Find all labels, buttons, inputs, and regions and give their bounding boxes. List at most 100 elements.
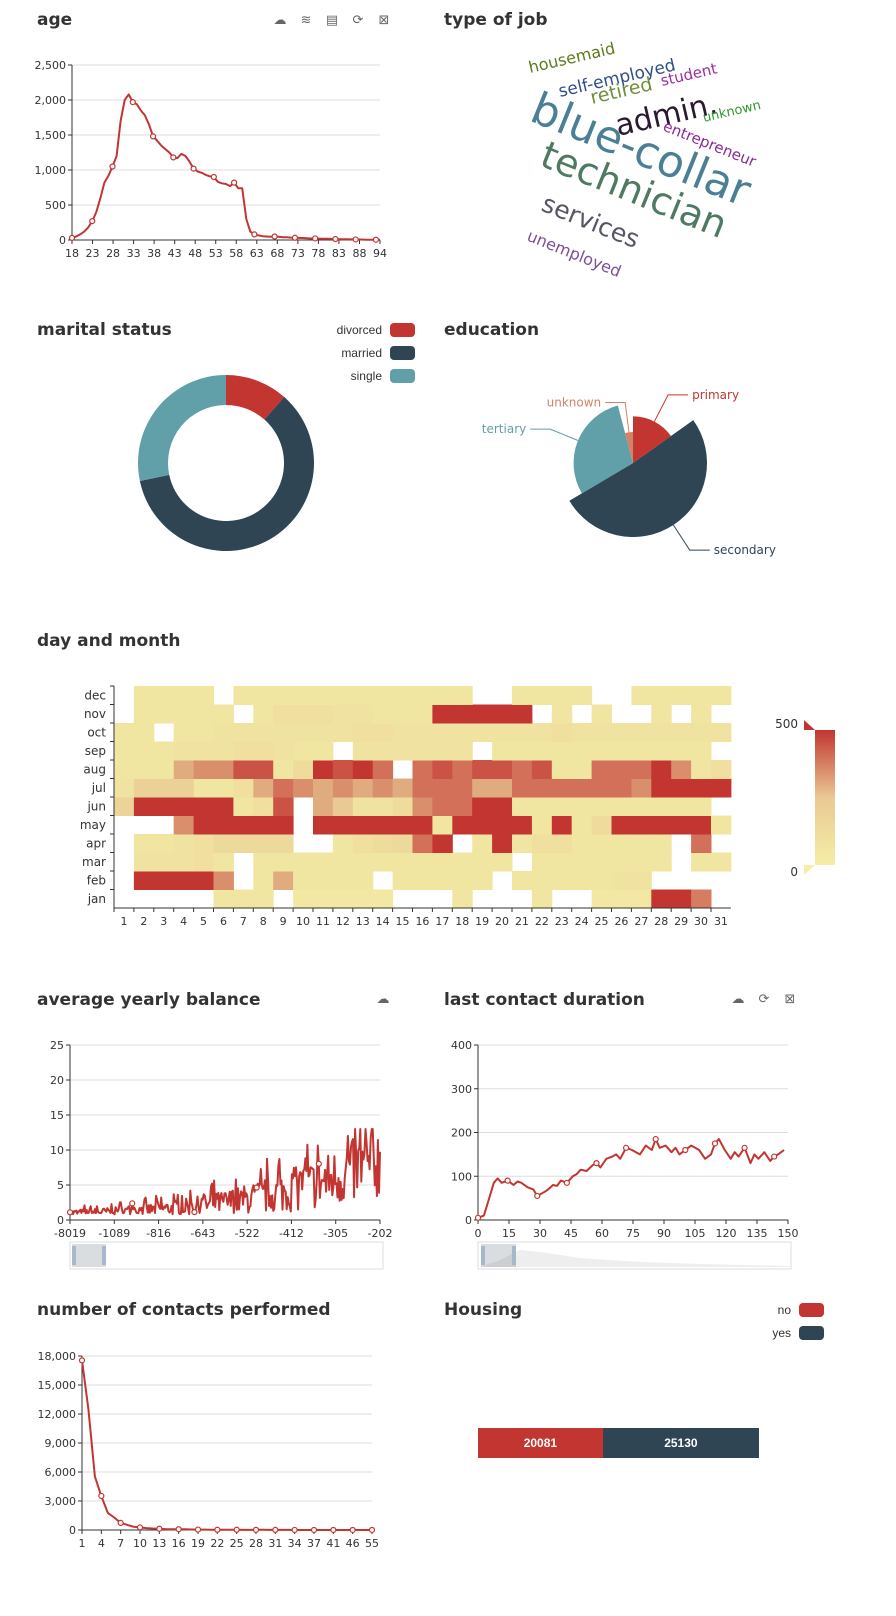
heat-cell (631, 871, 652, 890)
y-tick-label: 5 (57, 1179, 64, 1192)
day-label: 8 (260, 915, 267, 928)
line-chart-icon[interactable]: ≋ (300, 12, 312, 27)
heat-cell (153, 741, 175, 761)
heat-cell (133, 834, 155, 853)
month-label: mar (82, 855, 106, 869)
x-tick-label: 135 (747, 1227, 768, 1240)
y-tick-label: 2,500 (35, 59, 67, 72)
legend-item-married[interactable]: married (337, 341, 415, 364)
x-tick-label: 78 (311, 247, 325, 260)
heat-cell (352, 797, 374, 816)
heat-cell (133, 704, 155, 724)
y-tick-label: 25 (50, 1039, 64, 1052)
heat-cell (492, 815, 513, 835)
heat-cell (611, 778, 632, 798)
restore-icon[interactable]: ⟳ (352, 12, 364, 27)
zoom-reset-icon[interactable]: ⊠ (378, 12, 390, 27)
rose-slice-unknown (625, 432, 633, 463)
series-line (81, 1360, 372, 1531)
x-tick-label: 48 (188, 247, 202, 260)
legend-item-divorced[interactable]: divorced (337, 318, 415, 341)
heat-cell (492, 778, 513, 798)
heat-cell (253, 889, 274, 909)
save-icon[interactable]: ☁ (273, 12, 287, 27)
housing-bar-yes[interactable]: 25130 (602, 1428, 759, 1458)
visualmap-bar (815, 730, 835, 865)
heat-cell (213, 815, 234, 835)
heat-cell (352, 760, 374, 779)
heat-cell (472, 815, 493, 835)
save-icon[interactable]: ☁ (376, 991, 390, 1006)
month-label: oct (87, 725, 106, 739)
heat-cell (253, 760, 274, 779)
x-tick-label: 22 (210, 1537, 224, 1550)
data-point (330, 1526, 337, 1534)
x-tick-label: 41 (326, 1537, 340, 1550)
legend-item-yes[interactable]: yes (772, 1321, 824, 1344)
data-point (622, 1144, 630, 1151)
label-line (605, 402, 630, 433)
heat-cell (392, 686, 413, 705)
legend-item-no[interactable]: no (772, 1298, 824, 1321)
heat-cell (492, 741, 513, 761)
heat-cell (273, 778, 294, 798)
series-line (477, 1138, 785, 1219)
heat-cell (332, 686, 354, 705)
month-label: aug (83, 762, 106, 776)
restore-icon[interactable]: ⟳ (758, 991, 770, 1006)
heat-cell (332, 704, 354, 724)
heat-cell (313, 723, 334, 742)
heat-cell (392, 815, 413, 835)
month-label: feb (87, 873, 106, 887)
education-title: education (444, 320, 540, 340)
data-point (315, 1160, 322, 1167)
housing-bar-no[interactable]: 20081 (478, 1428, 603, 1458)
heat-cell (412, 760, 433, 779)
heat-cell (472, 760, 493, 779)
heat-cell (531, 834, 553, 853)
y-tick-label: 3,000 (45, 1495, 77, 1508)
zoom-reset-icon[interactable]: ⊠ (784, 991, 796, 1006)
marital-legend: divorced married single (337, 318, 415, 387)
heat-cell (611, 834, 632, 853)
x-tick-label: -816 (146, 1227, 171, 1240)
save-icon[interactable]: ☁ (731, 991, 745, 1006)
heat-cell (133, 871, 155, 890)
heat-cell (193, 760, 214, 779)
heat-cell (253, 778, 274, 798)
balance-chart: 0 5 10 15 20 25 -8019 -1089 -816 -643 -522 -412 -305… (50, 1039, 392, 1270)
datazoom-preview (480, 1250, 790, 1267)
x-tick-label: 15 (502, 1227, 516, 1240)
donut-slice-married (139, 397, 314, 551)
campaign-chart: 0 3,000 6,000 9,000 12,000 15,000 18,000 1 4 7 10 1… (38, 1350, 380, 1550)
heat-cell (512, 871, 533, 890)
x-tick-label: 63 (250, 247, 264, 260)
heat-cell (452, 871, 473, 890)
heat-cell (551, 871, 573, 890)
heat-cell (313, 760, 334, 779)
heat-cell (332, 852, 354, 872)
heat-cell (233, 815, 254, 835)
heat-cell (313, 704, 334, 724)
heat-cell (372, 686, 394, 705)
heat-cell (591, 741, 612, 761)
heat-cell (651, 797, 672, 816)
heat-cell (213, 778, 234, 798)
heat-cell (133, 686, 155, 705)
month-label: may (80, 818, 106, 832)
data-point (711, 1140, 719, 1147)
heat-cell (691, 834, 712, 853)
heat-cell (372, 815, 394, 835)
heat-cell (332, 760, 354, 779)
heat-cell (153, 871, 175, 890)
heat-cell (631, 741, 652, 761)
heat-cell (213, 704, 234, 724)
heat-cell (412, 778, 433, 798)
x-tick-label: 150 (778, 1227, 799, 1240)
legend-item-single[interactable]: single (337, 364, 415, 387)
heat-cell (512, 741, 533, 761)
bar-chart-icon[interactable]: ▤ (325, 12, 339, 27)
heat-cell (173, 834, 195, 853)
heat-cell (173, 852, 195, 872)
rose-label-tertiary: tertiary (482, 422, 526, 436)
